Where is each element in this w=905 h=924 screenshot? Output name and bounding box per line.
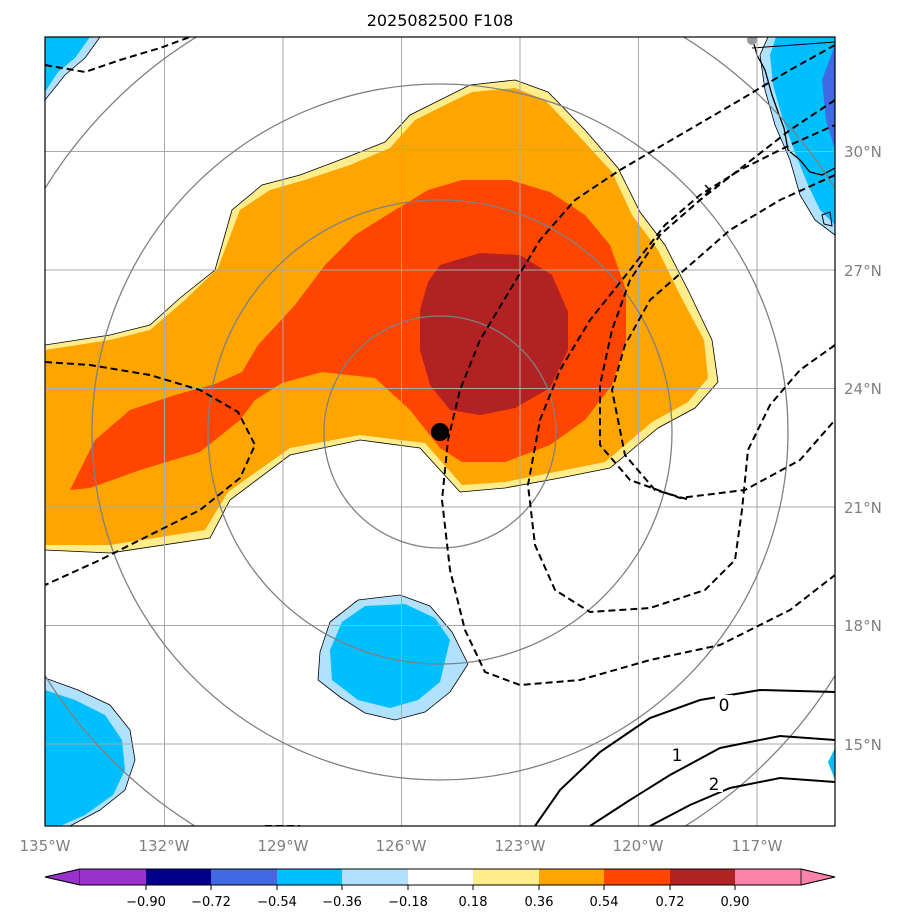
- colorbar-tick-labels: −0.90 −0.72 −0.54 −0.36 −0.18 0.18 0.36 …: [126, 895, 749, 910]
- colorbar-extend-low: [44, 868, 81, 886]
- lon-tick-label: 117°W: [732, 837, 783, 855]
- lat-tick-label: 24°N: [844, 380, 882, 398]
- gridlines: [45, 37, 835, 826]
- colorbar-segment: [342, 869, 408, 885]
- lat-tick-label: 30°N: [844, 143, 882, 161]
- land-marker: [747, 37, 757, 45]
- colorbar-tick-label: 0.18: [459, 895, 488, 910]
- colorbar-ticks: [145, 885, 736, 890]
- lat-tick-label: 27°N: [844, 262, 882, 280]
- colorbar-frame: [44, 868, 836, 886]
- colorbar-tick-label: 0.72: [656, 895, 685, 910]
- map-frame: [44, 36, 836, 827]
- colorbar-segment: [211, 869, 277, 885]
- shade-skyblue-center: [330, 604, 450, 708]
- shade-skyblue-west: [45, 690, 125, 826]
- colorbar-tick-label: −0.36: [322, 895, 362, 910]
- island-outline: [821, 211, 833, 227]
- map-layers: 0 1 2: [45, 37, 835, 826]
- colorbar-tick-label: −0.90: [126, 895, 166, 910]
- lon-tick-label: 135°W: [20, 837, 71, 855]
- colorbar-segment: [408, 869, 473, 885]
- colorbar-segment: [604, 869, 670, 885]
- colorbar-segment: [670, 869, 735, 885]
- shade-skyblue-northwest: [45, 37, 90, 92]
- colorbar-tick-label: −0.72: [191, 895, 231, 910]
- colorbar-tick-label: −0.54: [257, 895, 297, 910]
- storm-center-marker: [431, 423, 449, 441]
- colorbar-segment: [735, 869, 801, 885]
- colorbar-segment: [539, 869, 604, 885]
- colorbar-tick-label: −0.18: [388, 895, 428, 910]
- colorbar-segment: [277, 869, 342, 885]
- lon-tick-label: 126°W: [376, 837, 427, 855]
- lat-tick-label: 15°N: [844, 736, 882, 754]
- coastline: [751, 37, 835, 176]
- lon-tick-labels: 135°W 132°W 129°W 126°W 123°W 120°W 117°…: [20, 837, 783, 855]
- contour-label-2: 2: [709, 775, 720, 795]
- lon-tick-label: 120°W: [613, 837, 664, 855]
- contour-labels: 0 1 2: [668, 695, 733, 795]
- lon-tick-label: 123°W: [495, 837, 546, 855]
- shade-skyblue-east-edge: [828, 748, 835, 780]
- contour-label-0: 0: [719, 696, 730, 716]
- shade-brown: [420, 253, 568, 415]
- contour-label-1: 1: [672, 746, 683, 766]
- contour-label-west: [704, 184, 712, 196]
- colorbar-segment: [473, 869, 539, 885]
- colorbar-tick-label: 0.36: [525, 895, 554, 910]
- negative-contours: [45, 37, 835, 826]
- range-rings: [45, 37, 835, 826]
- lon-tick-label: 132°W: [139, 837, 190, 855]
- shade-royalblue-northeast: [822, 45, 835, 150]
- colorbar-extend-high: [800, 868, 836, 886]
- colorbar-tick-label: 0.90: [721, 895, 750, 910]
- colorbar-segment: [146, 869, 211, 885]
- positive-contours: [534, 688, 835, 826]
- shade-skyblue-northeast: [770, 37, 835, 225]
- colorbar-segment: [80, 869, 146, 885]
- lat-tick-labels: 30°N 27°N 24°N 21°N 18°N 15°N: [844, 143, 882, 754]
- colorbar-tick-label: 0.54: [590, 895, 619, 910]
- colorbar: −0.90 −0.72 −0.54 −0.36 −0.18 0.18 0.36 …: [44, 868, 836, 910]
- lon-tick-label: 129°W: [258, 837, 309, 855]
- lat-tick-label: 21°N: [844, 499, 882, 517]
- border-line: [751, 41, 835, 49]
- figure-title: 2025082500 F108: [367, 11, 514, 30]
- lat-tick-label: 18°N: [844, 617, 882, 635]
